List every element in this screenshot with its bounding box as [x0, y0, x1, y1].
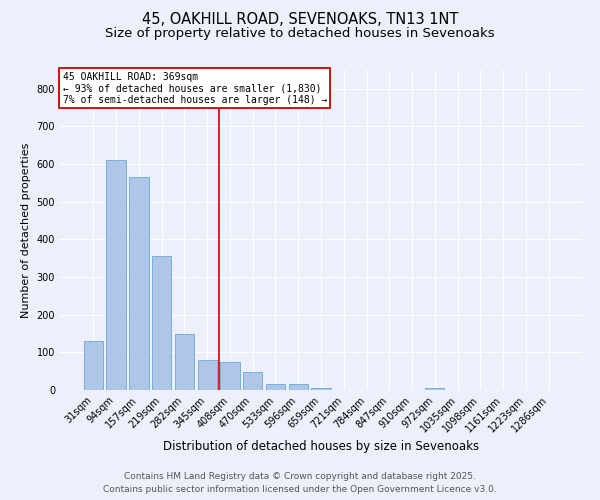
Text: 45 OAKHILL ROAD: 369sqm
← 93% of detached houses are smaller (1,830)
7% of semi-: 45 OAKHILL ROAD: 369sqm ← 93% of detache… [62, 72, 327, 105]
Bar [289, 384, 308, 390]
Text: Contains public sector information licensed under the Open Government Licence v3: Contains public sector information licen… [103, 485, 497, 494]
Bar [175, 334, 194, 390]
Bar [311, 388, 331, 390]
Y-axis label: Number of detached properties: Number of detached properties [21, 142, 31, 318]
Bar [84, 341, 103, 390]
Bar [152, 256, 172, 390]
X-axis label: Distribution of detached houses by size in Sevenoaks: Distribution of detached houses by size … [163, 440, 479, 452]
Bar [106, 160, 126, 390]
Text: 45, OAKHILL ROAD, SEVENOAKS, TN13 1NT: 45, OAKHILL ROAD, SEVENOAKS, TN13 1NT [142, 12, 458, 28]
Bar [220, 362, 239, 390]
Bar [243, 372, 262, 390]
Text: Size of property relative to detached houses in Sevenoaks: Size of property relative to detached ho… [105, 28, 495, 40]
Bar [266, 384, 285, 390]
Bar [425, 388, 445, 390]
Bar [129, 178, 149, 390]
Bar [197, 360, 217, 390]
Text: Contains HM Land Registry data © Crown copyright and database right 2025.: Contains HM Land Registry data © Crown c… [124, 472, 476, 481]
